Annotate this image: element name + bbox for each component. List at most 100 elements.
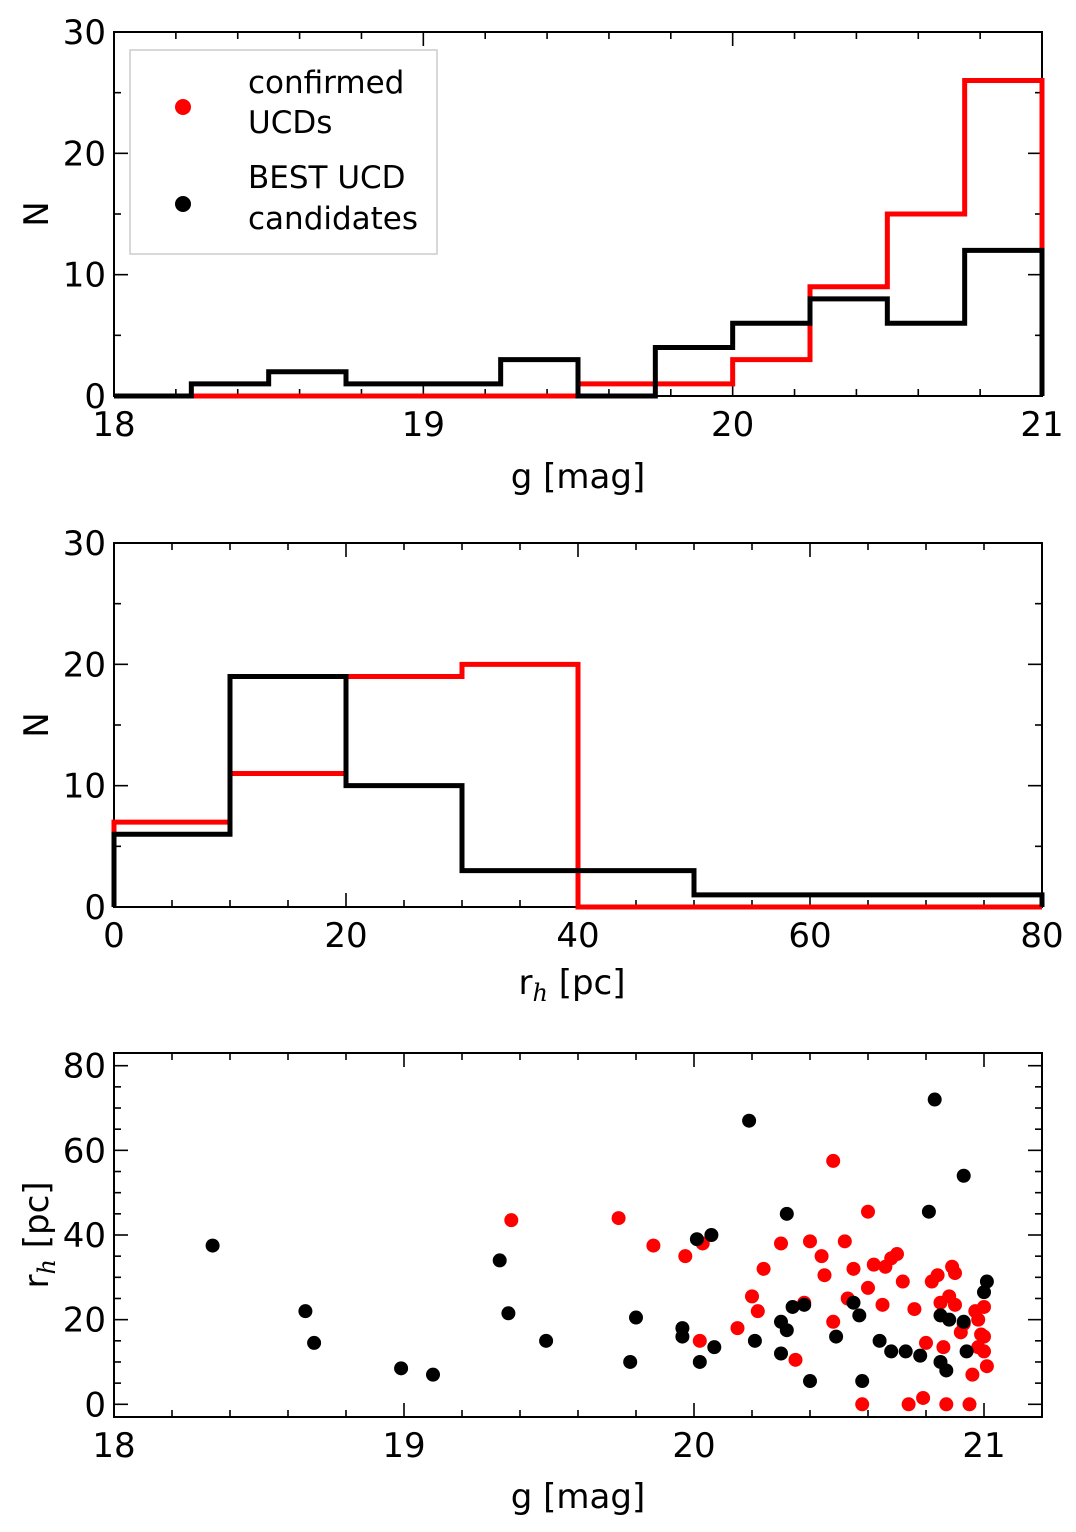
y-axis-label: rh [pc]: [17, 1181, 61, 1288]
scatter-point-candidates: [939, 1363, 954, 1378]
scatter-point-confirmed: [814, 1249, 829, 1264]
legend-marker-candidates: [175, 196, 191, 212]
histogram-step-confirmed: [114, 78, 1045, 399]
scatter-point-candidates: [913, 1348, 928, 1363]
y-tick-label: 20: [63, 645, 106, 685]
scatter-point-candidates: [829, 1329, 844, 1344]
x-tick-label: 21: [1020, 405, 1063, 445]
scatter-point-candidates: [629, 1310, 643, 1325]
histogram-step-candidates: [114, 247, 1045, 399]
scatter-point-confirmed: [817, 1268, 832, 1283]
scatter-point-confirmed: [939, 1397, 954, 1412]
scatter-point-candidates: [747, 1333, 762, 1348]
legend: confirmed UCDs BEST UCD candidates: [129, 49, 438, 255]
y-tick-label: 0: [84, 377, 106, 417]
scatter-point-candidates: [977, 1285, 991, 1300]
scatter-point-confirmed: [692, 1333, 707, 1348]
scatter-point-candidates: [779, 1206, 794, 1221]
scatter-point-confirmed: [788, 1352, 803, 1367]
scatter-point-confirmed: [774, 1236, 788, 1251]
scatter-point-candidates: [692, 1354, 707, 1369]
scatter-point-candidates: [501, 1306, 516, 1321]
x-tick-label: 40: [556, 916, 599, 956]
scatter-point-candidates: [707, 1340, 722, 1355]
scatter-point-candidates: [979, 1274, 994, 1289]
scatter-point-confirmed: [745, 1289, 759, 1304]
scatter-point-candidates: [846, 1295, 861, 1310]
legend-label-candidates-line1: BEST UCD: [248, 160, 406, 196]
y-axis-label: N: [17, 201, 57, 226]
scatter-point-confirmed: [901, 1397, 916, 1412]
legend-box: [129, 49, 438, 255]
scatter-point-confirmed: [504, 1213, 519, 1228]
scatter-point-candidates: [959, 1344, 974, 1359]
scatter-point-confirmed: [948, 1266, 962, 1281]
scatter-point-candidates: [898, 1344, 913, 1359]
y-tick-label: 10: [63, 767, 106, 807]
scatter-point-confirmed: [861, 1280, 875, 1295]
scatter-point-candidates: [779, 1323, 794, 1338]
scatter-point-confirmed: [907, 1302, 922, 1317]
scatter-point-candidates: [426, 1367, 440, 1382]
scatter-point-confirmed: [977, 1299, 991, 1314]
scatter-point-confirmed: [756, 1261, 771, 1276]
scatter-point-confirmed: [861, 1204, 875, 1219]
scatter-point-candidates: [956, 1314, 971, 1329]
y-tick-label: 20: [63, 1301, 106, 1341]
y-tick-label: 60: [63, 1131, 106, 1171]
y-tick-label: 0: [84, 888, 106, 928]
x-tick-label: 60: [788, 916, 831, 956]
scatter-point-candidates: [298, 1304, 313, 1319]
histogram-step-candidates: [111, 673, 1045, 907]
scatter-point-confirmed: [890, 1247, 904, 1262]
scatter-point-candidates: [492, 1253, 507, 1268]
scatter-point-candidates: [675, 1329, 690, 1344]
x-axis-label: g [mag]: [511, 1477, 645, 1517]
x-tick-label: 18: [92, 1426, 135, 1466]
plot-frame: [113, 1052, 1043, 1418]
scatter-point-candidates: [704, 1228, 719, 1242]
scatter-point-confirmed: [803, 1234, 817, 1249]
x-tick-label: 0: [103, 916, 125, 956]
legend-label-confirmed-line2: UCDs: [248, 105, 332, 141]
scatter-point-confirmed: [875, 1297, 890, 1312]
x-axis-label: rh [pc]: [518, 963, 625, 1007]
scatter-point-confirmed: [979, 1359, 994, 1374]
scatter-point-confirmed: [930, 1268, 945, 1283]
scatter-point-candidates: [956, 1168, 971, 1183]
scatter-point-confirmed: [826, 1314, 841, 1329]
x-tick-label: 20: [324, 916, 367, 956]
scatter-point-candidates: [307, 1335, 322, 1350]
x-axis-label: g [mag]: [511, 457, 645, 497]
scatter-point-confirmed: [855, 1397, 870, 1412]
y-tick-label: 40: [63, 1216, 106, 1256]
y-tick-label: 80: [63, 1047, 106, 1087]
scatter-point-confirmed: [678, 1249, 693, 1264]
scatter-point-confirmed: [826, 1153, 841, 1168]
scatter-point-confirmed: [895, 1274, 910, 1289]
x-tick-label: 18: [92, 405, 135, 445]
scatter-point-candidates: [205, 1238, 220, 1253]
scatter-point-candidates: [539, 1333, 554, 1348]
x-tick-label: 80: [1020, 916, 1063, 956]
scatter-point-confirmed: [730, 1321, 745, 1336]
scatter-point-candidates: [803, 1374, 817, 1389]
scatter-point-candidates: [852, 1308, 867, 1323]
y-tick-label: 10: [63, 256, 106, 296]
scatter-point-candidates: [623, 1354, 638, 1369]
legend-label-confirmed-line1: confirmed: [248, 65, 404, 101]
scatter-point-confirmed: [977, 1329, 991, 1344]
scatter-point-confirmed: [916, 1390, 931, 1405]
y-tick-label: 0: [84, 1385, 106, 1425]
x-tick-label: 21: [962, 1426, 1005, 1466]
scatter-point-candidates: [855, 1374, 870, 1389]
legend-label-candidates-line2: candidates: [248, 201, 418, 237]
legend-marker-confirmed: [175, 99, 191, 115]
panel-top-histogram-g: 18 19 20 21 0 10 20 30 g [mag] N confirmed UCDs…: [17, 13, 1064, 497]
scatter-point-confirmed: [846, 1261, 861, 1276]
scatter-point-candidates: [872, 1333, 887, 1348]
scatter-point-candidates: [394, 1361, 409, 1376]
scatter-point-confirmed: [936, 1340, 951, 1355]
scatter-point-candidates: [942, 1312, 957, 1327]
